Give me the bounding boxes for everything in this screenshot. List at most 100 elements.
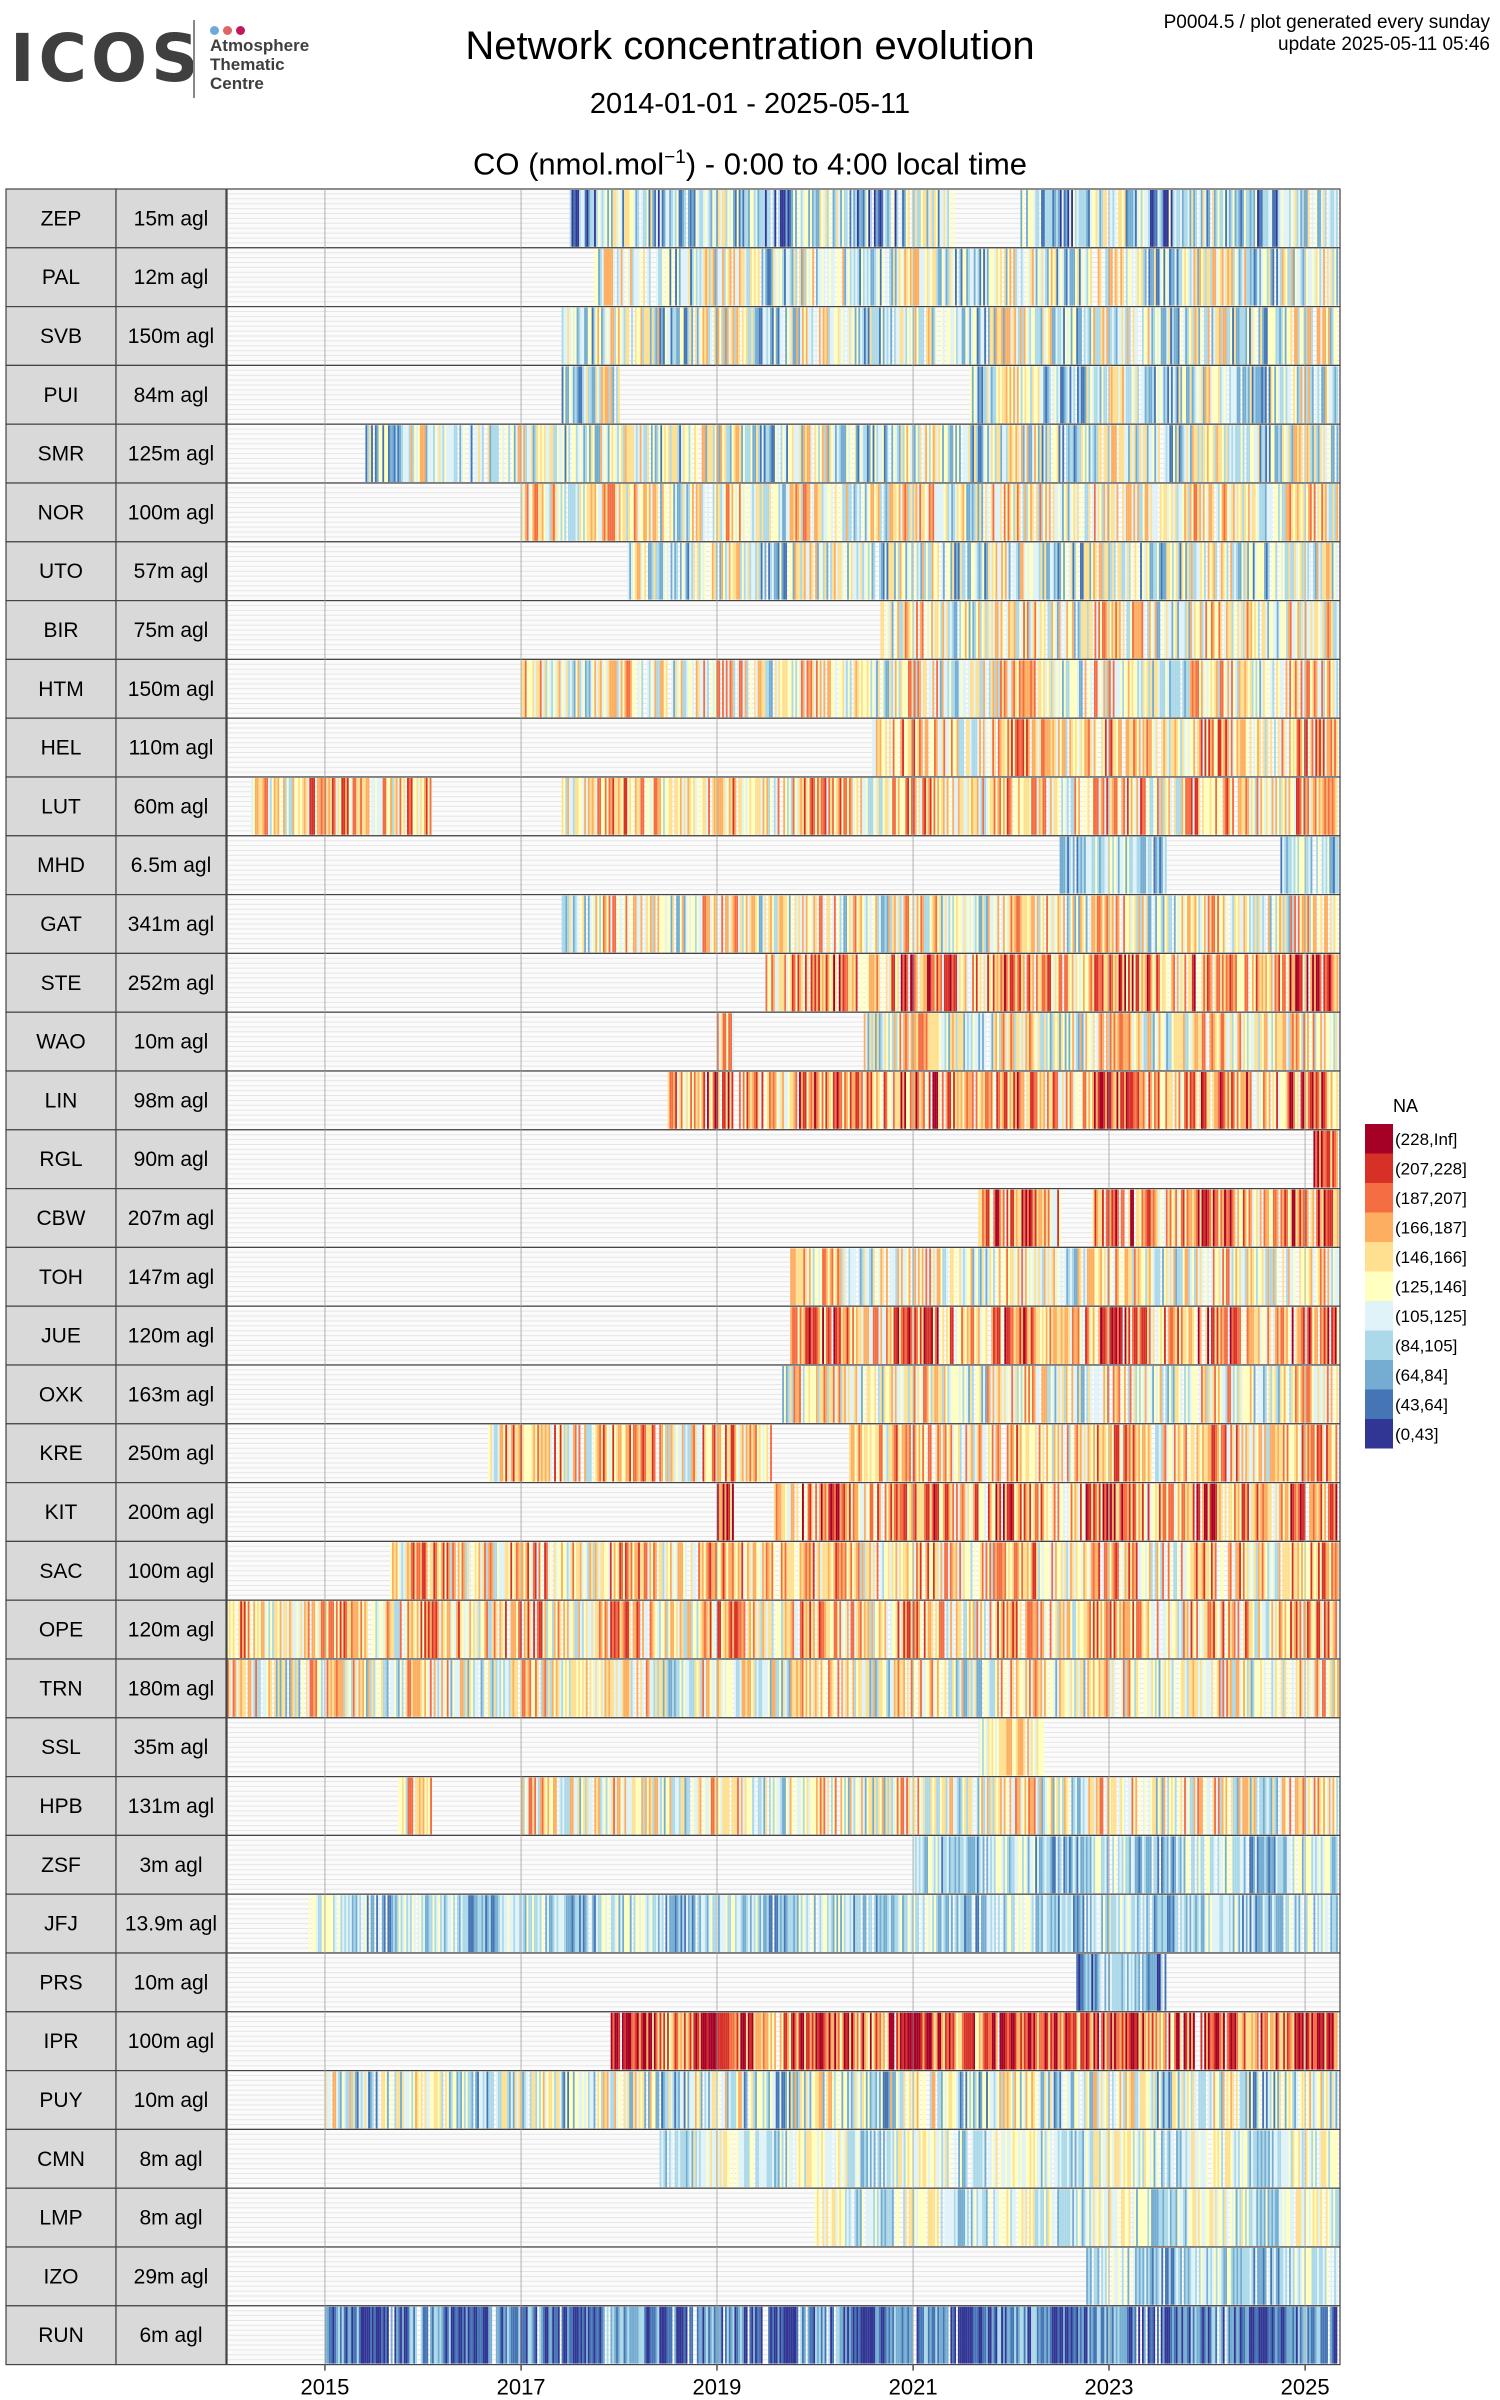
data-bar [1150, 719, 1152, 776]
data-bar [1163, 366, 1166, 424]
data-bar [1046, 190, 1049, 247]
data-bar [537, 660, 540, 718]
data-bar [1134, 895, 1137, 953]
data-bar [1056, 425, 1059, 482]
data-bar [1109, 425, 1112, 482]
data-bar [949, 660, 952, 718]
data-bar [1022, 190, 1025, 247]
data-bar [565, 366, 568, 424]
data-bar [1158, 307, 1161, 365]
data-bar [873, 719, 876, 776]
data-bar [354, 778, 357, 835]
data-bar [734, 895, 737, 953]
data-bar [1146, 484, 1149, 541]
data-bar [801, 425, 804, 482]
data-bar [732, 542, 735, 600]
data-bar [947, 425, 950, 482]
data-bar [740, 660, 743, 718]
data-bar [1163, 484, 1166, 541]
data-bar [902, 190, 904, 247]
data-bar [1148, 954, 1151, 1012]
data-bar [1194, 895, 1197, 953]
data-bar [1031, 895, 1034, 953]
data-bar [892, 660, 895, 718]
data-bar [1243, 307, 1246, 365]
data-bar [906, 248, 908, 306]
data-bar [425, 778, 428, 835]
data-bar [804, 425, 807, 482]
data-bar [692, 484, 694, 541]
data-bar [771, 895, 774, 953]
data-bar [769, 484, 771, 541]
data-bar [694, 895, 697, 953]
data-bar [1333, 601, 1335, 659]
data-bar [1326, 895, 1328, 953]
data-bar [898, 484, 901, 541]
data-bar [648, 542, 650, 600]
data-bar [1206, 484, 1209, 541]
data-bar [1019, 425, 1021, 482]
data-bar [1105, 660, 1108, 718]
data-bar [993, 542, 996, 600]
data-bar [970, 425, 973, 482]
data-bar [900, 190, 903, 247]
data-bar [1225, 660, 1228, 718]
data-bar [868, 484, 871, 541]
data-bar [1282, 542, 1285, 600]
data-bar [1216, 484, 1218, 541]
data-bar [812, 954, 815, 1012]
data-bar [1305, 542, 1308, 600]
data-bar [1207, 778, 1210, 835]
data-bar [799, 954, 802, 1012]
data-bar [779, 542, 782, 600]
data-bar [704, 895, 707, 953]
data-bar [688, 248, 691, 306]
data-bar [862, 895, 864, 953]
data-bar [701, 425, 704, 482]
data-bar [1085, 778, 1088, 835]
data-bar [1008, 307, 1011, 365]
data-bar [606, 778, 609, 835]
data-bar [1227, 954, 1230, 1012]
data-bar [1052, 719, 1055, 776]
data-bar [1166, 778, 1169, 835]
data-bar [1255, 719, 1258, 776]
data-bar [1120, 366, 1123, 424]
data-bar [985, 954, 988, 1012]
data-bar [886, 1013, 889, 1070]
data-bar [1002, 1013, 1005, 1070]
data-bar [679, 307, 682, 365]
data-bar [879, 484, 882, 541]
data-bar [795, 248, 798, 306]
data-bar [772, 248, 775, 306]
data-bar [869, 542, 872, 600]
data-bar [1128, 601, 1131, 659]
data-bar [1009, 366, 1012, 424]
station-height-cell [115, 541, 227, 602]
data-bar [865, 1013, 868, 1070]
data-bar [939, 778, 942, 835]
station-code-label: STE [41, 972, 82, 995]
data-bar [1137, 248, 1140, 306]
data-bar [1028, 954, 1031, 1012]
data-bar [644, 307, 647, 365]
data-bar [1302, 660, 1305, 718]
data-bar [1040, 895, 1043, 953]
data-bar [833, 307, 836, 365]
data-bar [750, 660, 753, 718]
data-bar [1187, 778, 1189, 835]
data-bar [684, 484, 687, 541]
data-bar [955, 601, 958, 659]
data-bar [1224, 778, 1227, 835]
data-bar [555, 425, 558, 482]
station-height-label: 75m agl [134, 619, 209, 642]
data-bar [1226, 778, 1229, 835]
data-bar [1100, 836, 1103, 894]
data-bar [1172, 248, 1175, 306]
data-bar [1167, 425, 1170, 482]
data-bar [1022, 425, 1025, 482]
data-bar [1172, 366, 1175, 424]
data-bar [586, 778, 588, 835]
data-bar [1127, 719, 1130, 776]
data-bar [905, 190, 908, 247]
